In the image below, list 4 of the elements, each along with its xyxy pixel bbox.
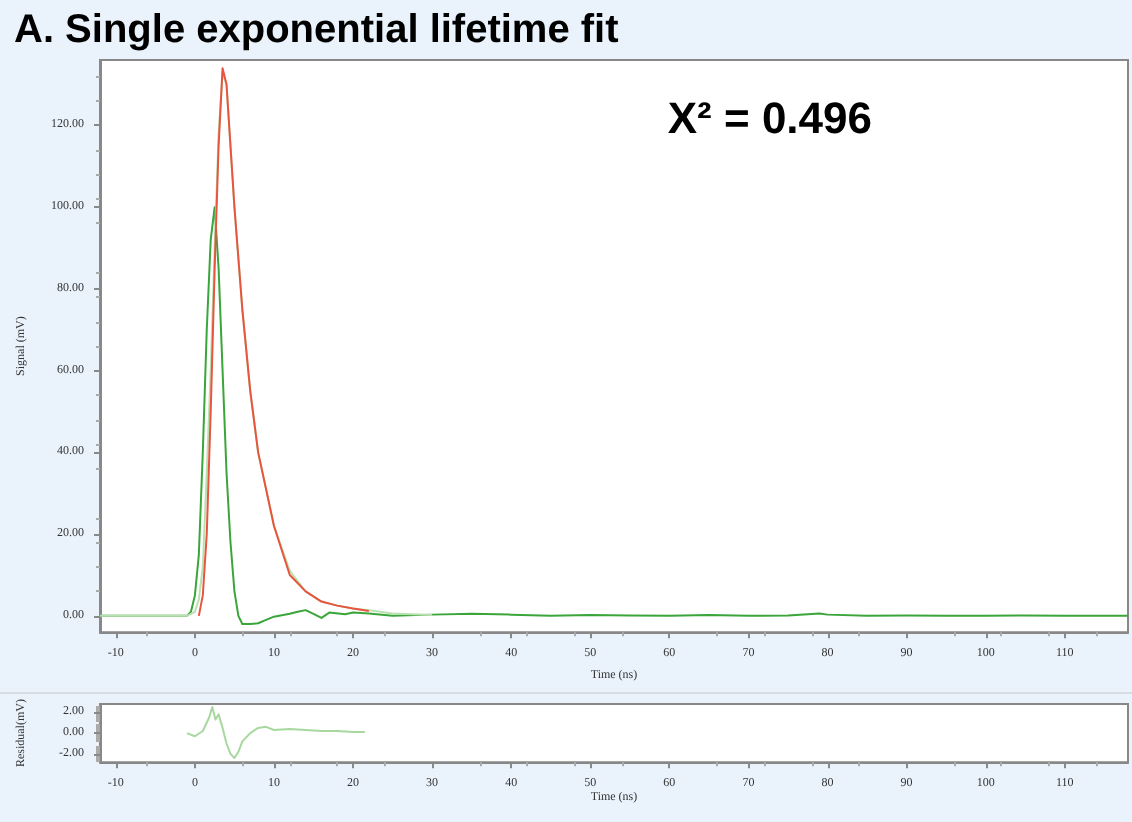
line-series [197,67,370,617]
chart-title: A. Single exponential lifetime fit [14,8,620,52]
line-series [185,706,366,760]
annotation: X² = 0.496 [667,93,873,143]
